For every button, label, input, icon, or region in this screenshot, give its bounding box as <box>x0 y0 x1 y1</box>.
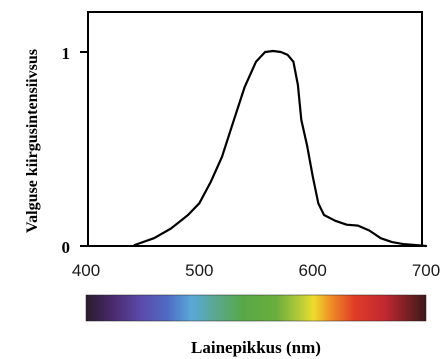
y-axis-label: Valguse kiirgusintensiivsus <box>24 49 41 233</box>
x-tick-label-600: 600 <box>299 261 327 280</box>
visible-spectrum-bar <box>85 294 427 322</box>
x-tick-label-400: 400 <box>72 261 100 280</box>
x-tick-label-500: 500 <box>185 261 213 280</box>
y-tick-label-1: 1 <box>62 44 71 63</box>
y-tick-label-0: 0 <box>62 238 71 257</box>
x-tick-label-700: 700 <box>412 261 440 280</box>
x-axis-label: Lainepikkus (nm) <box>191 338 321 357</box>
plot-frame <box>87 11 423 247</box>
intensity-curve <box>133 49 428 248</box>
tick-marks <box>80 51 88 247</box>
